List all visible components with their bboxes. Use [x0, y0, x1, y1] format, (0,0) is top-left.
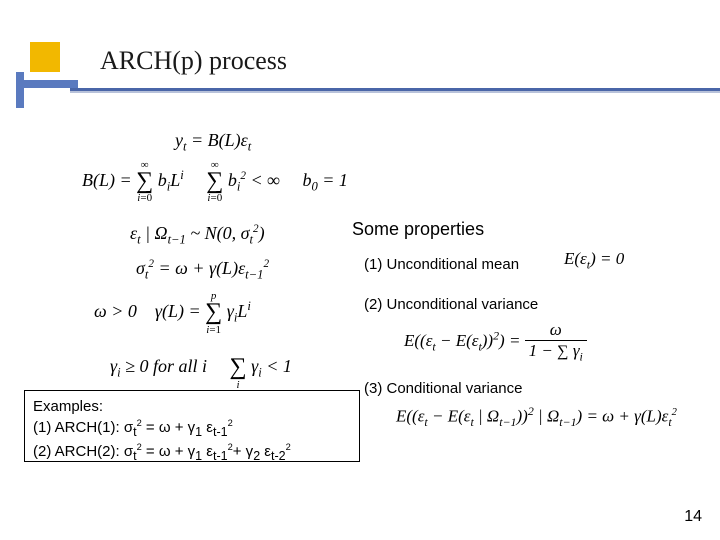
equation-sigma: σt2 = ω + γ(L)εt−12: [136, 258, 269, 283]
equation-omega-gamma: ω > 0 γ(L) = p∑i=1 γiLi: [94, 290, 251, 336]
yellow-square-icon: [30, 42, 60, 72]
property-2-label: (2) Unconditional variance: [364, 296, 538, 313]
slide-title: ARCH(p) process: [100, 46, 287, 76]
equation-yt: yt = B(L)εt: [175, 130, 251, 155]
examples-header: Examples:: [33, 397, 351, 417]
property-3-eq: E((εt − E(εt | Ωt−1))2 | Ωt−1) = ω + γ(L…: [396, 404, 677, 430]
property-2-eq: E((εt − E(εt))2) = ω 1 − ∑ γi: [404, 320, 587, 364]
property-1-eq: E(εt) = 0: [564, 249, 624, 272]
title-underline-shadow: [70, 91, 720, 93]
corner-decoration: [8, 42, 66, 106]
equation-conditional-dist: εt | Ωt−1 ~ N(0, σt2): [130, 223, 265, 248]
property-3-label: (3) Conditional variance: [364, 380, 522, 397]
examples-box: Examples: (1) ARCH(1): σt2 = ω + γ1 εt-1…: [24, 390, 360, 462]
blue-bar-h: [16, 80, 78, 88]
blue-bar-v: [16, 72, 24, 108]
properties-heading: Some properties: [352, 219, 484, 240]
equation-BL: B(L) = ∞∑i=0 biLi ∞∑i=0 bi2 < ∞ b0 = 1: [82, 160, 348, 204]
example-1: (1) ARCH(1): σt2 = ω + γ1 εt-12: [33, 417, 351, 441]
page-number: 14: [684, 508, 702, 526]
example-2: (2) ARCH(2): σt2 = ω + γ1 εt-12+ γ2 εt-2…: [33, 441, 351, 465]
property-1-label: (1) Unconditional mean: [364, 256, 519, 273]
equation-gamma-cond: γi ≥ 0 for all i ∑i γi < 1: [110, 345, 292, 391]
